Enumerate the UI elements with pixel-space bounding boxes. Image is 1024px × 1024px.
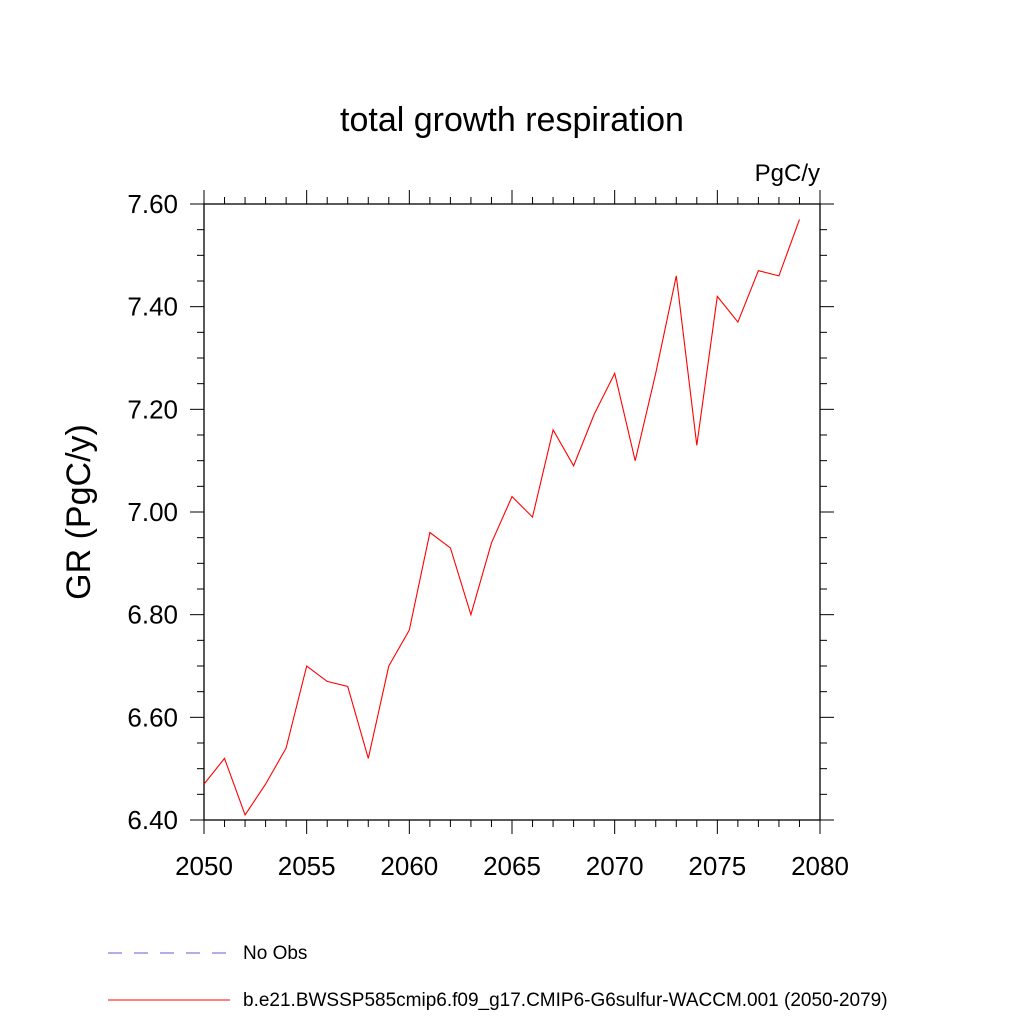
legend-label: No Obs xyxy=(243,943,307,964)
y-tick-label: 7.60 xyxy=(127,189,178,219)
y-tick-label: 6.60 xyxy=(127,702,178,732)
x-tick-label: 2055 xyxy=(278,851,336,881)
x-tick-label: 2080 xyxy=(791,851,849,881)
series-line xyxy=(203,219,801,817)
series-layer xyxy=(203,219,801,817)
y-tick-label: 7.00 xyxy=(127,497,178,527)
legend: No Obs b.e21.BWSSP585cmip6.f09_g17.CMIP6-… xyxy=(108,943,888,1011)
y-tick-label: 7.20 xyxy=(127,394,178,424)
y-axis-label: GR (PgC/y) xyxy=(60,424,98,600)
units-label: PgC/y xyxy=(755,160,820,187)
x-tick-label: 2060 xyxy=(380,851,438,881)
legend-label: b.e21.BWSSP585cmip6.f09_g17.CMIP6-G6sulf… xyxy=(243,990,888,1011)
axis-ticks: 2050 2055 2060 2065 2070 2075 2080 6.40 6.60 6.80… xyxy=(127,189,849,881)
x-tick-label: 2070 xyxy=(586,851,644,881)
y-tick-label: 6.40 xyxy=(127,805,178,835)
x-tick-label: 2050 xyxy=(175,851,233,881)
y-tick-label: 7.40 xyxy=(127,292,178,322)
chart-title: total growth respiration xyxy=(340,101,684,139)
y-tick-label: 6.80 xyxy=(127,600,178,630)
x-tick-label: 2065 xyxy=(483,851,541,881)
x-tick-label: 2075 xyxy=(688,851,746,881)
plot-frame xyxy=(203,203,821,821)
